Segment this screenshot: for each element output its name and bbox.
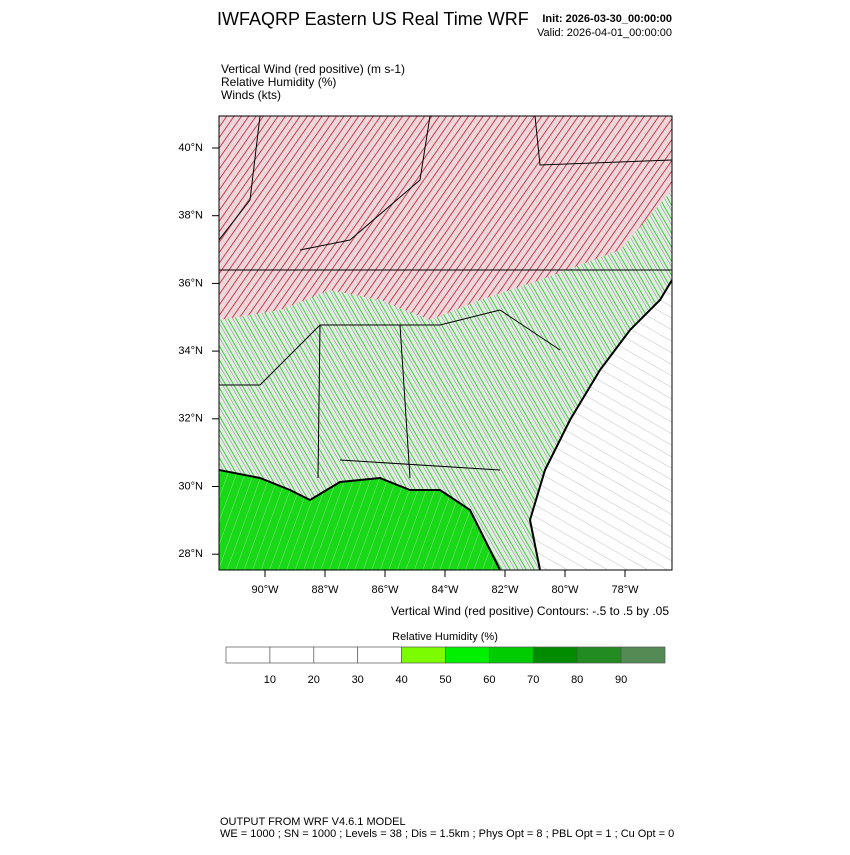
- colorbar-box: [489, 646, 534, 664]
- footer-line: WE = 1000 ; SN = 1000 ; Levels = 38 ; Di…: [220, 828, 674, 840]
- colorbar-box: [269, 646, 315, 664]
- colorbar-label: 70: [527, 674, 539, 686]
- lat-label: 30°N: [178, 480, 203, 492]
- lat-label: 38°N: [178, 210, 203, 222]
- lon-label: 80°W: [551, 584, 579, 596]
- lon-label: 82°W: [491, 584, 519, 596]
- coastline: [219, 279, 672, 570]
- colorbar-label: 60: [483, 674, 495, 686]
- colorbar-box: [401, 646, 446, 664]
- lon-label: 84°W: [431, 584, 459, 596]
- field-label: Winds (kts): [221, 88, 281, 102]
- field-label: Vertical Wind (red positive) (m s-1): [221, 62, 405, 76]
- valid-time: Valid: 2026-04-01_00:00:00: [537, 27, 672, 39]
- lat-label: 34°N: [178, 345, 203, 357]
- colorbar-box: [225, 646, 271, 664]
- lon-label: 86°W: [371, 584, 399, 596]
- lon-label: 88°W: [311, 584, 339, 596]
- state-borders: [219, 116, 672, 479]
- lat-label: 40°N: [178, 142, 203, 154]
- colorbar-box: [532, 646, 578, 664]
- colorbar-label: 80: [571, 674, 583, 686]
- updraft-region: [219, 116, 672, 320]
- colorbar-box: [620, 646, 666, 664]
- colorbar-label: 30: [352, 674, 364, 686]
- colorbar-label: 20: [308, 674, 320, 686]
- colorbar-box: [576, 646, 622, 664]
- contour-note: Vertical Wind (red positive) Contours: -…: [391, 604, 669, 618]
- title: IWFAQRP Eastern US Real Time WRF: [217, 9, 529, 29]
- lat-label: 32°N: [178, 413, 203, 425]
- colorbar-box: [313, 646, 359, 664]
- colorbar-label: 50: [439, 674, 451, 686]
- footer-line: OUTPUT FROM WRF V4.6.1 MODEL: [220, 816, 406, 828]
- lat-label: 36°N: [178, 277, 203, 289]
- atlantic-field: [530, 280, 672, 570]
- lat-label: 28°N: [178, 548, 203, 560]
- colorbar-box: [357, 646, 402, 664]
- map-field: [219, 116, 672, 570]
- colorbar-title: Relative Humidity (%): [392, 631, 498, 643]
- colorbar-label: 90: [615, 674, 627, 686]
- field-label: Relative Humidity (%): [221, 75, 336, 89]
- colorbar-label: 10: [264, 674, 276, 686]
- lon-label: 78°W: [611, 584, 639, 596]
- colorbar-box: [445, 646, 490, 664]
- lon-label: 90°W: [251, 584, 279, 596]
- colorbar-label: 40: [395, 674, 407, 686]
- init-time: Init: 2026-03-30_00:00:00: [542, 13, 672, 25]
- gulf-field: [219, 470, 500, 570]
